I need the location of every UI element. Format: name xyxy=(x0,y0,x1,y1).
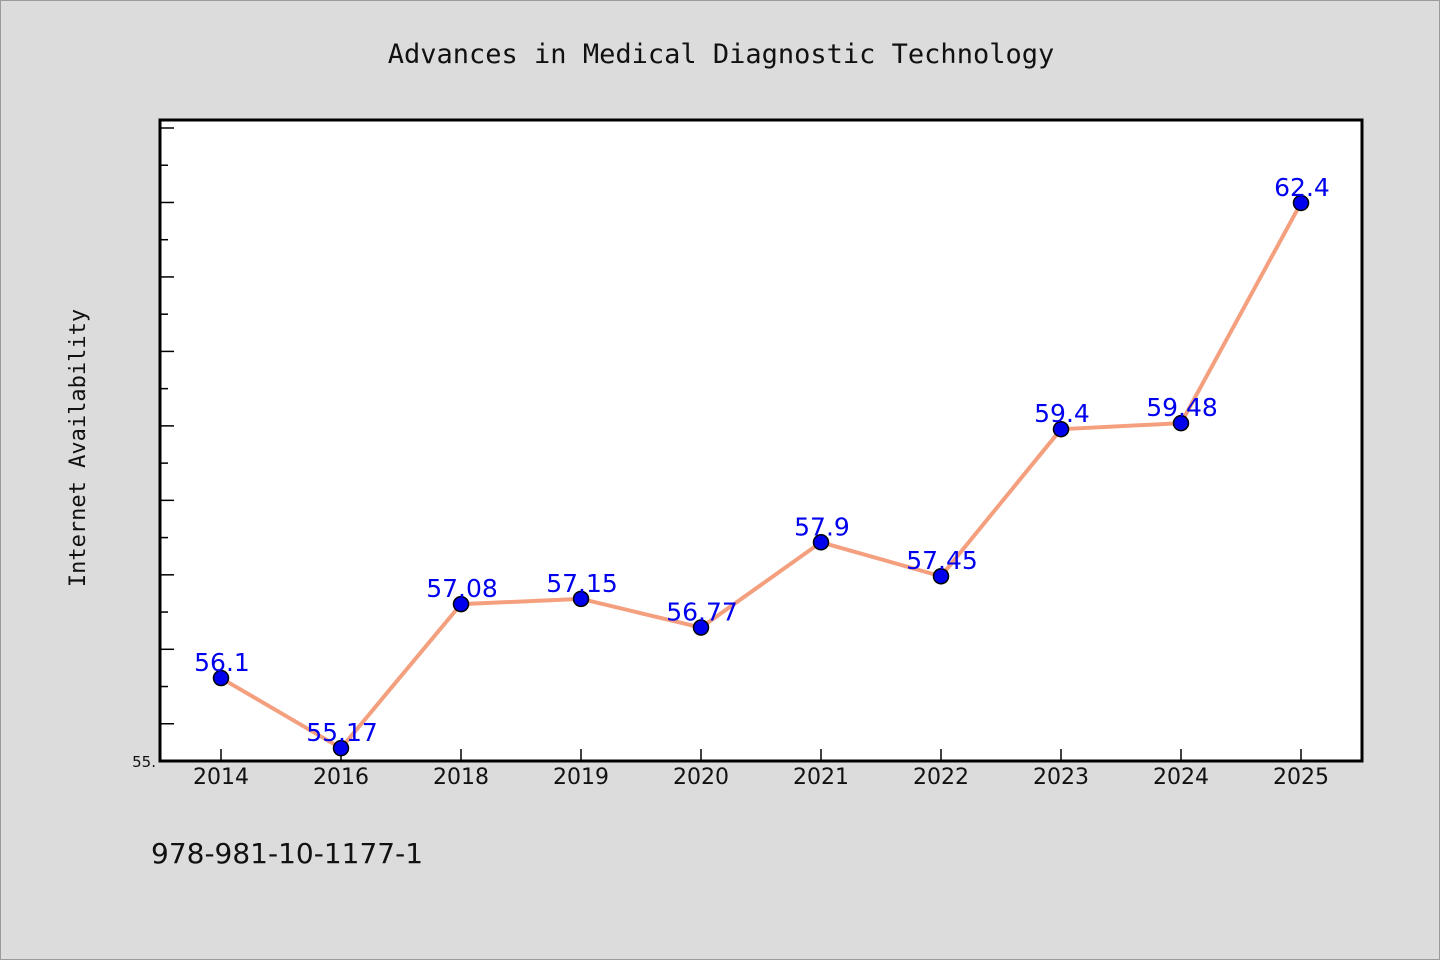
data-point xyxy=(452,595,470,613)
chart-title: Advances in Medical Diagnostic Technolog… xyxy=(388,39,1054,70)
isbn-text: 978-981-10-1177-1 xyxy=(151,837,423,870)
data-label: 57.45 xyxy=(906,546,978,575)
marker-group xyxy=(212,194,1310,757)
data-point xyxy=(1172,414,1190,432)
y-axis-ticks xyxy=(160,127,174,762)
y-axis-min-label: 55. xyxy=(132,753,156,771)
x-tick-label: 2016 xyxy=(313,765,369,790)
x-tick-label: 2023 xyxy=(1033,765,1089,790)
x-tick-label: 2019 xyxy=(553,765,609,790)
x-tick-label: 2024 xyxy=(1153,765,1209,790)
data-label: 56.1 xyxy=(194,648,250,677)
y-axis-label: Internet Availability xyxy=(66,309,91,587)
data-point xyxy=(812,534,830,551)
data-point xyxy=(692,619,710,636)
x-tick-label: 2018 xyxy=(433,765,489,790)
data-label: 57.9 xyxy=(794,512,850,541)
data-label: 59.48 xyxy=(1146,393,1218,422)
data-label: 56.77 xyxy=(666,598,738,627)
series-line-group xyxy=(219,200,1303,751)
x-tick-label: 2014 xyxy=(193,765,249,790)
data-point xyxy=(1292,194,1310,212)
data-label: 59.4 xyxy=(1034,399,1090,428)
data-point xyxy=(332,739,350,757)
data-label: 57.15 xyxy=(546,569,618,598)
data-label: 62.4 xyxy=(1274,173,1330,202)
data-point xyxy=(932,567,950,585)
x-tick-label: 2020 xyxy=(673,765,729,790)
data-point xyxy=(212,669,230,687)
data-point xyxy=(1052,420,1070,438)
series-line xyxy=(219,200,1303,751)
plot-area xyxy=(158,118,1364,763)
data-label-group: 56.1 55.17 57.08 57.15 56.77 57.9 57.45 59.4 59.… xyxy=(194,173,1330,747)
x-tick-label: 2021 xyxy=(793,765,849,790)
x-tick-label: 2025 xyxy=(1273,765,1329,790)
data-point xyxy=(572,590,590,608)
data-label: 55.17 xyxy=(306,718,378,747)
x-tick-label: 2022 xyxy=(913,765,969,790)
data-label: 57.08 xyxy=(426,574,498,603)
